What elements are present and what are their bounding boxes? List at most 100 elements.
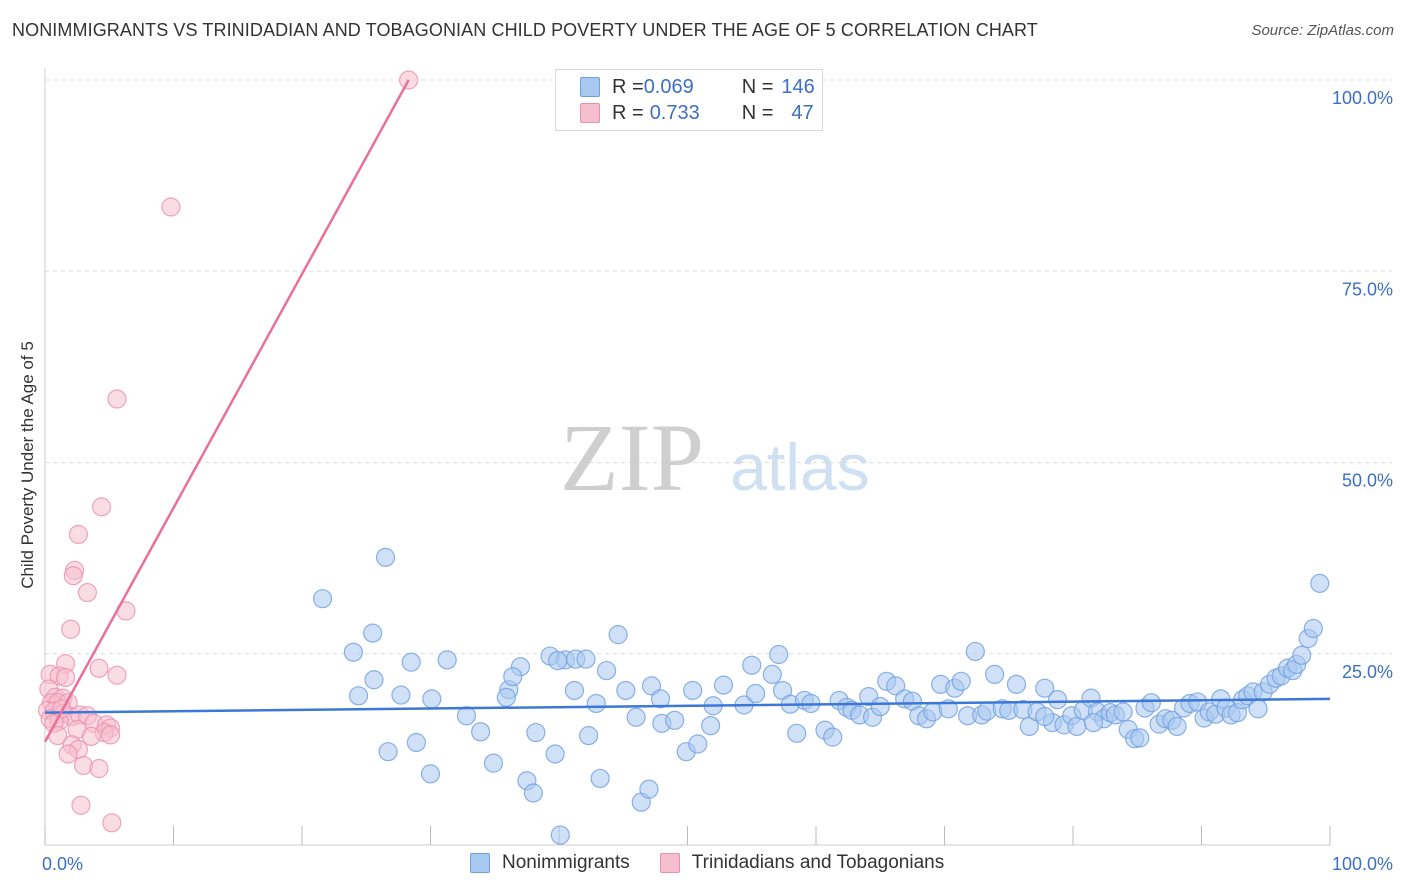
data-point bbox=[1292, 645, 1312, 665]
data-point bbox=[641, 676, 662, 696]
data-point bbox=[364, 670, 384, 690]
data-point bbox=[89, 658, 109, 678]
data-point bbox=[923, 702, 943, 722]
data-point bbox=[823, 727, 843, 747]
data-point bbox=[71, 795, 91, 815]
data-point bbox=[391, 685, 411, 705]
bottom-legend-trinidadians: Trinidadians and Tobagonians bbox=[659, 852, 945, 874]
data-point bbox=[985, 664, 1005, 685]
data-point bbox=[1248, 699, 1268, 719]
data-point bbox=[951, 671, 971, 691]
data-point bbox=[523, 783, 543, 803]
bottom-legend: Nonimmigrants Trinidadians and Tobagonia… bbox=[470, 852, 974, 874]
data-point bbox=[1113, 702, 1133, 722]
data-point bbox=[63, 566, 83, 586]
data-point bbox=[665, 710, 685, 730]
x-tick-label-min: 0.0% bbox=[42, 854, 83, 874]
data-point bbox=[401, 652, 421, 672]
watermark-zip: ZIP bbox=[560, 404, 704, 511]
data-point bbox=[639, 779, 659, 799]
gridlines bbox=[45, 79, 1392, 655]
data-point bbox=[496, 687, 516, 707]
legend-r-value: 0.733 bbox=[649, 101, 700, 124]
data-point bbox=[77, 582, 98, 603]
data-point bbox=[102, 813, 122, 833]
watermark: ZIP atlas bbox=[560, 404, 870, 511]
data-point bbox=[548, 651, 568, 671]
data-point bbox=[1141, 693, 1161, 713]
data-point bbox=[68, 524, 89, 545]
data-point bbox=[378, 742, 398, 762]
watermark-atlas: atlas bbox=[730, 430, 869, 504]
data-point bbox=[590, 768, 610, 789]
legend-r-label: R = bbox=[612, 101, 644, 124]
data-point bbox=[1006, 674, 1027, 694]
series-trinidadians bbox=[37, 70, 419, 833]
legend-swatch-blue bbox=[580, 77, 600, 97]
data-point bbox=[596, 660, 617, 681]
legend-swatch-pink bbox=[580, 103, 600, 123]
data-point bbox=[870, 696, 890, 717]
legend-n-label: N = bbox=[741, 101, 774, 124]
data-point bbox=[526, 722, 546, 743]
data-point bbox=[616, 680, 636, 701]
data-point bbox=[701, 716, 721, 736]
y-tick-label: 50.0% bbox=[1342, 471, 1393, 491]
data-point bbox=[437, 650, 457, 670]
series-nonimmigrants bbox=[312, 547, 1330, 845]
data-point bbox=[91, 497, 112, 517]
data-point bbox=[343, 642, 363, 662]
trend-lines bbox=[43, 79, 1331, 743]
bottom-legend-swatch-pink bbox=[659, 853, 680, 873]
data-point bbox=[107, 665, 127, 685]
data-point bbox=[483, 753, 504, 773]
data-point bbox=[1083, 712, 1104, 733]
data-point bbox=[1130, 728, 1150, 748]
data-point bbox=[1067, 716, 1087, 737]
source-label: Source: ZipAtlas.com bbox=[1251, 22, 1394, 39]
data-point bbox=[1167, 716, 1187, 737]
data-point bbox=[61, 619, 81, 639]
data-point bbox=[626, 707, 646, 727]
data-point bbox=[688, 734, 708, 754]
data-point bbox=[100, 725, 121, 745]
data-point bbox=[420, 764, 441, 784]
data-point bbox=[650, 689, 671, 709]
data-point bbox=[564, 680, 585, 701]
data-point bbox=[965, 641, 985, 662]
data-point bbox=[576, 649, 596, 669]
data-point bbox=[1310, 573, 1330, 593]
data-point bbox=[81, 726, 101, 746]
data-point bbox=[107, 389, 127, 409]
data-point bbox=[503, 667, 523, 687]
data-point bbox=[55, 667, 76, 688]
data-point bbox=[762, 664, 782, 685]
legend: R = 0.069 N = 146 R = 0.733 N = 47 bbox=[555, 69, 823, 131]
data-point bbox=[1303, 618, 1323, 639]
data-point bbox=[375, 547, 396, 567]
y-tick-label: 25.0% bbox=[1342, 662, 1393, 682]
data-point bbox=[1047, 690, 1068, 710]
data-point bbox=[713, 675, 734, 695]
data-point bbox=[578, 726, 599, 746]
y-axis-label: Child Poverty Under the Age of 5 bbox=[18, 341, 37, 589]
bottom-legend-swatch-blue bbox=[470, 853, 490, 873]
data-point bbox=[422, 689, 442, 709]
data-point bbox=[742, 655, 762, 675]
data-point bbox=[73, 755, 94, 776]
data-point bbox=[58, 744, 78, 764]
data-point bbox=[312, 589, 333, 609]
data-point bbox=[586, 693, 606, 714]
data-point bbox=[1035, 706, 1055, 727]
data-point bbox=[746, 683, 766, 704]
data-point bbox=[161, 197, 181, 217]
legend-row-nonimmigrants: R = 0.069 N = 146 bbox=[580, 74, 815, 100]
legend-r-label: R = bbox=[612, 75, 644, 98]
data-point bbox=[769, 644, 789, 665]
y-tick-label: 75.0% bbox=[1342, 279, 1393, 299]
data-point bbox=[348, 686, 369, 706]
legend-n-label: N = bbox=[741, 75, 774, 98]
bottom-legend-label: Trinidadians and Tobagonians bbox=[691, 852, 945, 873]
trend-line-trinidadians bbox=[43, 79, 410, 743]
